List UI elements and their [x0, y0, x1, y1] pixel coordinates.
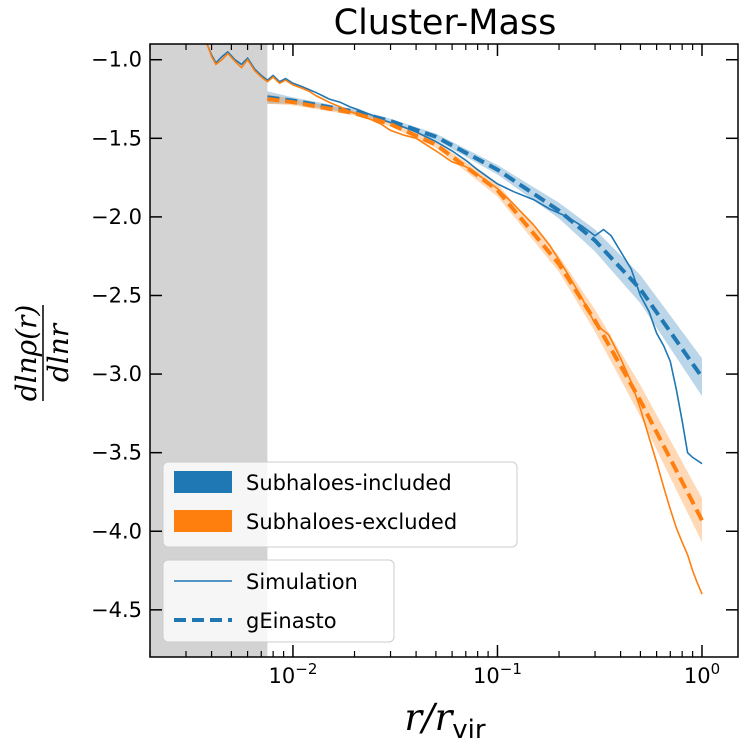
band-3 — [267, 94, 702, 543]
y-axis-label: dlnρ(r) dlnr — [10, 305, 75, 402]
legend-swatch-subhaloes-included — [174, 471, 232, 493]
legend-colors: Subhaloes-included Subhaloes-excluded — [162, 461, 518, 548]
legend-swatch-subhaloes-excluded — [174, 510, 232, 532]
y-tick-label: −3.0 — [91, 362, 142, 386]
y-tick-label: −1.5 — [91, 126, 142, 150]
x-tick-label: 100 — [684, 660, 720, 688]
x-tick-label: 10−1 — [473, 660, 522, 688]
series-line-3 — [267, 97, 704, 522]
chart-title: Cluster-Mass — [334, 3, 557, 43]
x-tick-label: 10−2 — [269, 660, 318, 688]
x-axis-label: r/rvir — [404, 696, 485, 745]
band-1 — [267, 91, 702, 397]
series-line-1 — [267, 95, 704, 379]
legend-label-subhaloes-excluded: Subhaloes-excluded — [246, 510, 457, 534]
y-tick-label: −2.0 — [91, 205, 142, 229]
y-tick-label: −2.5 — [91, 283, 142, 307]
legend-styles: Simulation gEinasto — [162, 559, 395, 643]
y-tick-label: −4.0 — [91, 519, 142, 543]
series-line-2 — [206, 44, 703, 595]
y-tick-label: −3.5 — [91, 441, 142, 465]
legend-label-simulation: Simulation — [246, 570, 358, 594]
y-axis-label-denominator: dlnr — [42, 322, 75, 382]
legend-label-subhaloes-included: Subhaloes-included — [246, 471, 452, 495]
y-tick-label: −4.5 — [91, 598, 142, 622]
y-axis-label-numerator: dlnρ(r) — [10, 305, 43, 402]
x-axis-label-sub: vir — [452, 715, 486, 745]
legend-label-geinasto: gEinasto — [246, 609, 337, 633]
shaded-region — [150, 44, 268, 657]
series-line-0 — [206, 44, 703, 465]
plot-frame — [149, 43, 739, 658]
y-tick-label: −1.0 — [91, 48, 142, 72]
x-axis-label-main: r/r — [404, 696, 454, 739]
